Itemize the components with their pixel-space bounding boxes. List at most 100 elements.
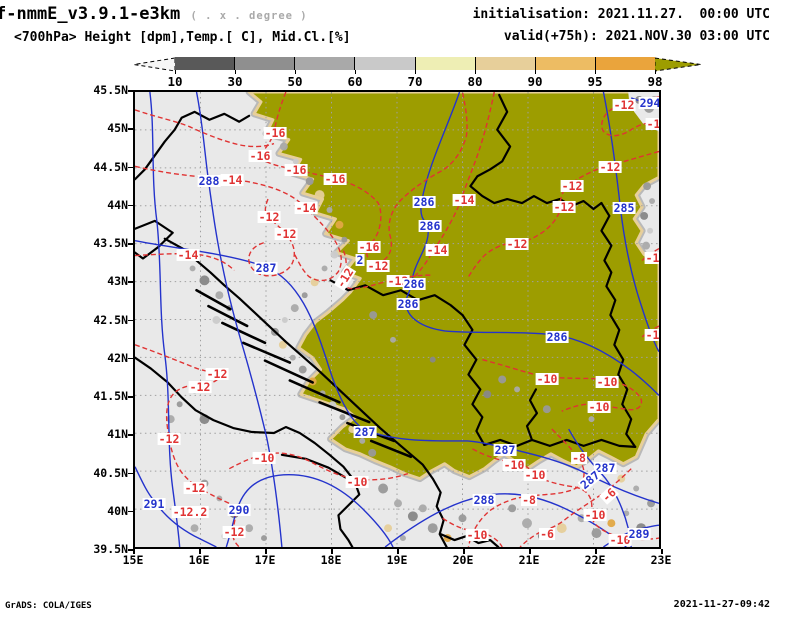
latitude-tick-mark: [128, 204, 133, 207]
colorbar-tick-mark: [235, 70, 236, 74]
latitude-tick-label: 41.5N: [93, 389, 128, 403]
colorbar-segment: [474, 57, 535, 70]
temperature-contour-label: -12: [366, 259, 390, 273]
temperature-contour-label: -6: [539, 527, 555, 541]
longitude-tick-mark: [133, 549, 135, 554]
temperature-contour-label: -12: [612, 98, 636, 112]
cloud-region: [245, 92, 659, 483]
colorbar-tick-label: 95: [587, 74, 603, 89]
latitude-tick-mark: [128, 319, 133, 321]
colorbar-tick-mark: [535, 70, 536, 74]
colorbar-tick-label: 10: [167, 74, 183, 89]
temperature-contour-label: -14: [294, 201, 318, 215]
longitude-tick-mark: [199, 549, 201, 554]
temperature-contour-label: -10: [583, 508, 607, 522]
height-contour-label: 286: [418, 219, 442, 233]
height-contour-label: 288: [472, 493, 496, 507]
latitude-tick-mark: [128, 472, 133, 474]
height-contour-label: 2: [355, 253, 365, 267]
latitude-tick-label: 44N: [107, 197, 128, 212]
height-contour-label: 294: [638, 96, 661, 110]
latitude-tick-mark: [128, 549, 133, 551]
longitude-tick-mark: [529, 549, 531, 554]
adriatic-coast: [163, 237, 448, 547]
temperature-contour-label: -8: [571, 451, 587, 465]
height-contour-label: 286: [545, 330, 569, 344]
temperature-contour-label: -10: [644, 252, 659, 264]
field-subtitle: <700hPa> Height [dpm],Temp.[ C], Mid.Cl.…: [14, 30, 351, 45]
colorbar-tick-label: 98: [647, 74, 663, 89]
italy-coast: [135, 356, 361, 547]
height-contour-label: 286: [402, 277, 426, 291]
latitude-tick-mark: [128, 510, 133, 513]
cloud-cover-colorbar: 10 30 50 60 70 80 90 95 98: [133, 57, 703, 89]
height-contour-label: 285: [612, 201, 636, 215]
temperature-contour-label: -16: [263, 126, 287, 140]
temperature-contour-label: -12: [274, 227, 298, 241]
temperature-contour-label: -10: [535, 372, 559, 386]
temperature-contour-label: -12: [188, 380, 212, 394]
latitude-tick-mark: [128, 357, 133, 360]
temperature-contour-label: -12: [645, 118, 659, 130]
latitude-tick-label: 42N: [107, 350, 128, 365]
longitude-tick-label: 15E: [122, 553, 144, 567]
temperature-contour-label: -10: [595, 375, 619, 389]
latitude-tick-label: 40.5N: [93, 465, 128, 480]
temperature-contour-label: -10: [252, 451, 276, 465]
colorbar-tick-label: 60: [347, 74, 363, 89]
temperature-contour-label: -12: [183, 481, 207, 495]
height-contour-label: 286: [412, 195, 436, 209]
longitude-tick-mark: [397, 549, 399, 554]
height-contour-label: 289: [627, 527, 651, 541]
colorbar-segment: [175, 57, 235, 70]
colorbar-segment: [234, 57, 295, 70]
valid-time: valid(+75h): 2021.NOV.30 03:00 UTC: [503, 29, 770, 44]
model-grid-note: ( . x . degree ): [190, 10, 308, 22]
colorbar-segment: [354, 57, 415, 70]
colorbar-segments: [175, 57, 655, 70]
latitude-tick-label: 44.5N: [93, 159, 128, 174]
colorbar-tick-mark: [295, 70, 296, 74]
temperature-contour-label: -12: [257, 210, 281, 224]
temperature-contour-label: -12: [157, 432, 181, 446]
latitude-tick-label: 42.5N: [93, 312, 128, 327]
creation-timestamp: 2021-11-27-09:42: [673, 599, 770, 610]
temperature-contour-label: -16: [323, 172, 347, 186]
colorbar-left-arrow: [133, 57, 175, 72]
latitude-tick-mark: [128, 166, 133, 168]
temperature-contour-label: -10: [465, 528, 489, 542]
colorbar-segment: [594, 57, 655, 70]
temperature-contour-label: -14: [176, 248, 200, 262]
height-contour-label: 287: [353, 425, 377, 439]
height-contour-label: 286: [396, 297, 420, 311]
temperature-contour-label: -12: [598, 160, 622, 174]
temperature-contour-label: -10: [523, 468, 547, 482]
temperature-contour-label: -14: [425, 243, 449, 257]
temperature-contour-label: -12: [205, 367, 229, 381]
colorbar-segment: [294, 57, 355, 70]
height-contour-label: 290: [227, 503, 251, 517]
latitude-tick-mark: [128, 243, 133, 245]
longitude-tick-mark: [595, 549, 597, 554]
temperature-contour-label: -12: [222, 525, 246, 539]
colorbar-tick-label: 50: [287, 74, 303, 89]
temperature-contour-label: -14: [220, 173, 244, 187]
model-title: f-nmmE_v3.9.1-e3km: [0, 4, 181, 24]
height-contour-label: 287: [493, 443, 517, 457]
temperature-contour-label: -10: [345, 475, 369, 489]
longitude-tick-mark: [331, 549, 333, 554]
colorbar-tick-mark: [475, 70, 476, 74]
temperature-contour-label: -14: [452, 193, 476, 207]
temperature-contour-label: -12: [552, 200, 576, 214]
temperature-contour-label: -8: [521, 493, 537, 507]
colorbar-tick-label: 70: [407, 74, 423, 89]
colorbar-tick-mark: [355, 70, 356, 74]
temperature-contour-label: -10: [502, 458, 526, 472]
temperature-contour-label: -16: [284, 163, 308, 177]
colorbar-tick-mark: [595, 70, 596, 74]
initialisation-time: initialisation: 2021.11.27. 00:00 UTC: [472, 7, 770, 22]
temperature-contour-label: -10: [587, 400, 611, 414]
colorbar-segment: [414, 57, 475, 70]
latitude-tick-label: 43.5N: [93, 236, 128, 250]
map-plot-area[interactable]: -16 -16 -16 -16 -14 -14 -12 -12 -14 -16 -12 -12 -12-…: [133, 90, 661, 549]
